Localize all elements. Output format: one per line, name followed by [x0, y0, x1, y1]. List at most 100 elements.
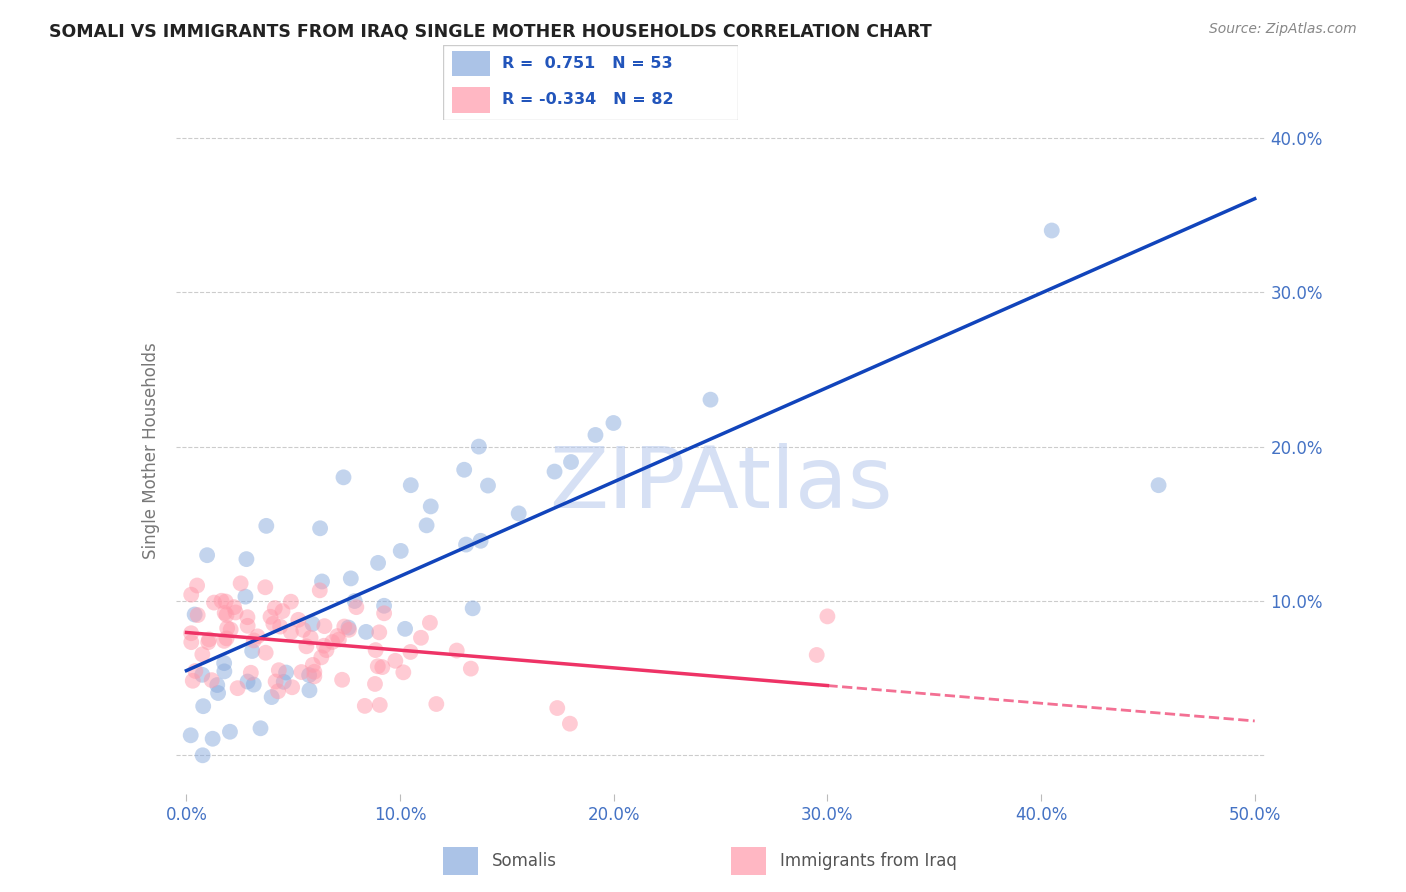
Point	[394, 622, 416, 636]
Point	[267, 663, 290, 677]
FancyBboxPatch shape	[443, 45, 738, 120]
Point	[368, 698, 391, 712]
Point	[180, 728, 202, 742]
Point	[290, 665, 312, 679]
Point	[304, 669, 326, 683]
Point	[214, 606, 236, 620]
Point	[337, 623, 360, 637]
Point	[371, 660, 394, 674]
Point	[242, 677, 264, 691]
Point	[304, 665, 326, 679]
Point	[183, 607, 205, 622]
Point	[207, 686, 229, 700]
Point	[219, 623, 242, 637]
Point	[240, 644, 263, 658]
Point	[274, 665, 297, 680]
Point	[1147, 478, 1170, 492]
Point	[229, 576, 252, 591]
Point	[264, 674, 287, 689]
Point	[419, 615, 441, 630]
Point	[180, 635, 202, 649]
Point	[815, 609, 838, 624]
Point	[364, 677, 387, 691]
Point	[558, 716, 581, 731]
Text: R =  0.751   N = 53: R = 0.751 N = 53	[502, 56, 672, 71]
Point	[186, 578, 208, 592]
Point	[330, 673, 353, 687]
Point	[236, 610, 259, 624]
Point	[292, 623, 315, 637]
Point	[343, 594, 366, 608]
Point	[1040, 223, 1063, 237]
Point	[333, 619, 356, 633]
Point	[211, 594, 233, 608]
Point	[214, 665, 236, 679]
Point	[298, 683, 321, 698]
Point	[180, 588, 202, 602]
Point	[254, 519, 277, 533]
Point	[198, 632, 221, 647]
Point	[254, 646, 277, 660]
Point	[212, 656, 235, 670]
Point	[315, 643, 337, 657]
Point	[214, 594, 236, 608]
Point	[262, 616, 284, 631]
Point	[246, 629, 269, 643]
Point	[543, 465, 565, 479]
Point	[311, 574, 333, 589]
Point	[197, 635, 219, 649]
Point	[301, 616, 323, 631]
Point	[446, 643, 468, 657]
Point	[281, 680, 304, 694]
Point	[273, 674, 295, 689]
Text: Source: ZipAtlas.com: Source: ZipAtlas.com	[1209, 22, 1357, 37]
Point	[191, 748, 214, 763]
Point	[353, 698, 375, 713]
Point	[201, 731, 224, 746]
Point	[477, 478, 499, 492]
Bar	[451, 51, 491, 77]
Point	[384, 654, 406, 668]
Point	[354, 624, 377, 639]
Point	[254, 580, 277, 594]
Point	[425, 697, 447, 711]
Point	[308, 583, 330, 598]
Bar	[451, 87, 491, 112]
Point	[222, 600, 245, 615]
Point	[326, 629, 349, 643]
Point	[242, 633, 264, 648]
Point	[332, 470, 354, 484]
Bar	[443, 847, 478, 875]
Point	[340, 571, 363, 585]
Point	[225, 606, 247, 620]
Point	[415, 518, 437, 533]
Point	[180, 626, 202, 640]
Point	[602, 416, 624, 430]
Point	[399, 645, 422, 659]
Point	[409, 631, 432, 645]
Point	[202, 596, 225, 610]
Point	[470, 533, 492, 548]
Point	[392, 665, 415, 680]
Point	[314, 619, 336, 633]
Point	[195, 548, 218, 562]
Point	[287, 613, 309, 627]
Point	[212, 633, 235, 648]
Point	[301, 657, 323, 672]
Text: SOMALI VS IMMIGRANTS FROM IRAQ SINGLE MOTHER HOUSEHOLDS CORRELATION CHART: SOMALI VS IMMIGRANTS FROM IRAQ SINGLE MO…	[49, 22, 932, 40]
Point	[453, 463, 475, 477]
Text: ZIPAtlas: ZIPAtlas	[548, 443, 893, 526]
Point	[460, 662, 482, 676]
Point	[298, 668, 321, 682]
Point	[181, 673, 204, 688]
Point	[299, 631, 322, 645]
Point	[389, 544, 412, 558]
Point	[193, 699, 215, 714]
Point	[271, 604, 294, 618]
Point	[419, 500, 441, 514]
Point	[267, 684, 290, 698]
Point	[806, 648, 828, 662]
Point	[236, 619, 259, 633]
Point	[337, 621, 360, 635]
Point	[269, 619, 291, 633]
